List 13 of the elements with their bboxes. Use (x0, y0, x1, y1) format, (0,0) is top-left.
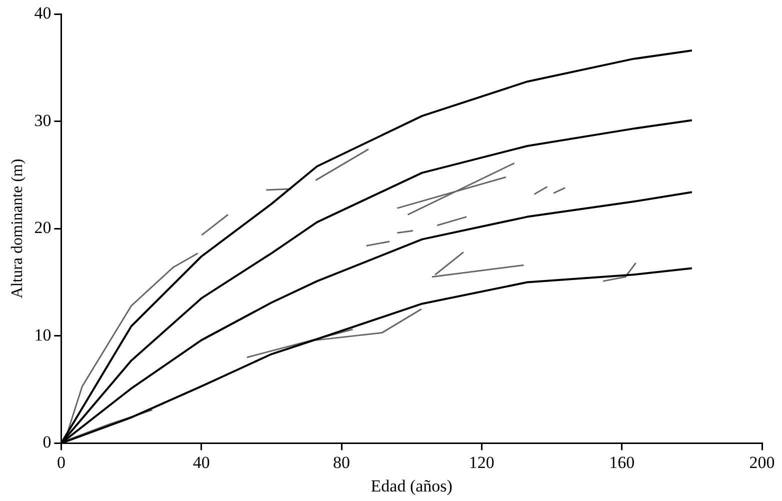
y-tick-label: 30 (34, 110, 52, 130)
y-tick-label: 40 (34, 3, 52, 22)
x-tick-label: 80 (333, 452, 350, 472)
y-tick-label: 10 (34, 325, 52, 344)
x-tick-label: 40 (192, 452, 210, 472)
x-tick-label: 120 (468, 452, 494, 472)
y-tick-label: 0 (42, 432, 52, 452)
y-axis-title: Altura dominante (m) (8, 158, 26, 298)
x-tick-label: 0 (56, 452, 66, 472)
x-tick-label: 160 (609, 452, 635, 472)
x-tick-label: 200 (749, 452, 775, 472)
y-tick-label: 20 (34, 218, 52, 238)
x-axis-title: Edad (años) (370, 476, 452, 496)
